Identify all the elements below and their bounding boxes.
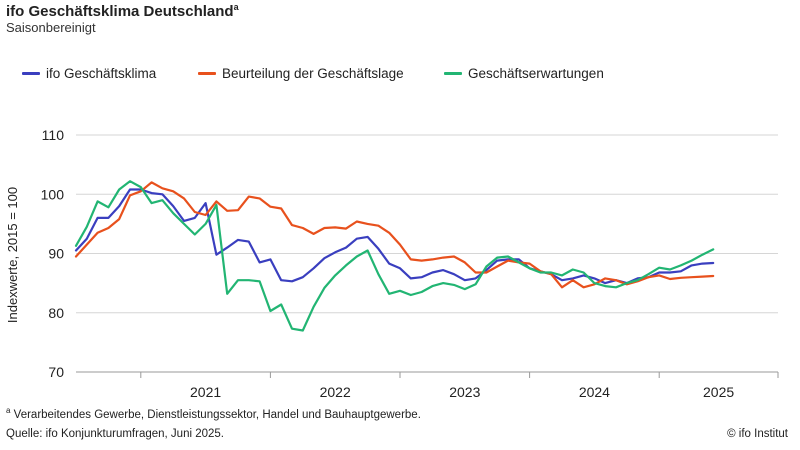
- legend-item-geschaeftserwartungen: Geschäftserwartungen: [444, 66, 604, 81]
- x-tick-label-2022: 2022: [320, 384, 351, 400]
- legend-item-beurteilung-geschaeftslage: Beurteilung der Geschäftslage: [198, 66, 444, 81]
- chart-title: ifo Geschäftsklima Deutschlanda: [6, 2, 239, 20]
- chart-credit: © ifo Institut: [727, 428, 788, 440]
- legend-label-beurteilung-geschaeftslage: Beurteilung der Geschäftslage: [222, 66, 404, 81]
- chart-legend: ifo Geschäftsklima Beurteilung der Gesch…: [22, 66, 604, 81]
- y-axis-ticks: 70 80 90 100 110: [41, 127, 65, 380]
- y-tick-label-110: 110: [42, 127, 65, 143]
- x-tick-label-2025: 2025: [703, 384, 734, 400]
- legend-swatch-ifo-geschaeftsklima: [22, 72, 40, 75]
- legend-swatch-beurteilung-geschaeftslage: [198, 72, 216, 75]
- legend-swatch-geschaeftserwartungen: [444, 72, 462, 75]
- x-tick-label-2024: 2024: [579, 384, 610, 400]
- chart-footnote: a Verarbeitendes Gewerbe, Dienstleistung…: [6, 406, 421, 421]
- y-tick-label-100: 100: [41, 186, 65, 202]
- series-lines: [74, 180, 715, 332]
- chart-source: Quelle: ifo Konjunkturumfragen, Juni 202…: [6, 428, 224, 440]
- grid-lines: [76, 134, 778, 373]
- legend-label-geschaeftserwartungen: Geschäftserwartungen: [468, 66, 604, 81]
- y-tick-label-90: 90: [48, 246, 64, 262]
- series-line-ifo-geschaeftsklima: [74, 188, 715, 285]
- x-axis-ticks: 2021 2022 2023 2024 2025: [140, 372, 779, 400]
- line-chart: 70 80 90 100 110 2021 2022 2023 2024 2025 Indexw…: [5, 127, 779, 400]
- legend-item-ifo-geschaeftsklima: ifo Geschäftsklima: [22, 66, 198, 81]
- x-tick-label-2023: 2023: [449, 384, 480, 400]
- x-tick-label-2021: 2021: [190, 384, 221, 400]
- series-line-beurteilung-geschaeftslage: [74, 181, 715, 289]
- y-tick-label-80: 80: [48, 305, 64, 321]
- chart-subtitle: Saisonbereinigt: [6, 20, 96, 35]
- y-tick-label-70: 70: [48, 364, 64, 380]
- legend-label-ifo-geschaeftsklima: ifo Geschäftsklima: [46, 66, 157, 81]
- y-axis-label: Indexwerte, 2015 = 100: [5, 187, 20, 323]
- series-line-geschaeftserwartungen: [74, 180, 715, 332]
